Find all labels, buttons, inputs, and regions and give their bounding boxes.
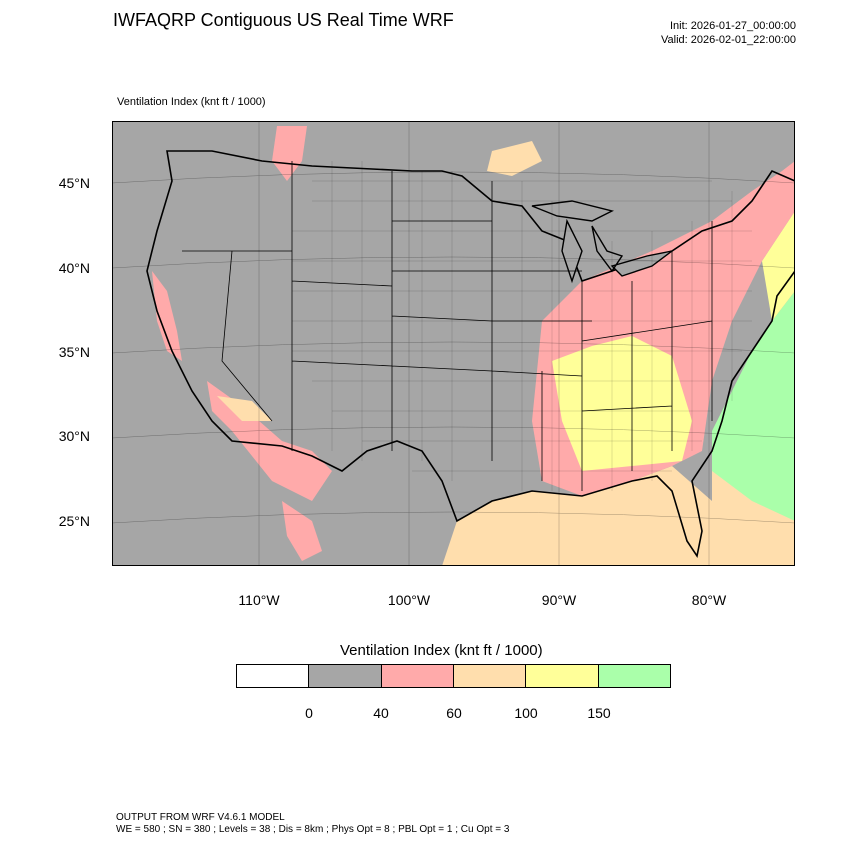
- lat-label-45: 45°N: [58, 175, 90, 191]
- lat-label-25: 25°N: [58, 513, 90, 529]
- legend-tick: 100: [514, 705, 538, 721]
- chart-title: IWFAQRP Contiguous US Real Time WRF: [113, 10, 454, 30]
- lon-label-80: 80°W: [691, 592, 727, 608]
- southeast-yellow-region: [552, 336, 692, 471]
- graticule: [112, 121, 795, 566]
- init-time: Init: 2026-01-27_00:00:00: [670, 20, 796, 32]
- us-outline: [146, 150, 795, 559]
- footer-run-config: WE = 580 ; SN = 380 ; Levels = 38 ; Dis …: [116, 824, 510, 835]
- southwest-pink-patch: [282, 501, 322, 561]
- lat-label-40: 40°N: [58, 260, 90, 276]
- lon-label-110: 110°W: [238, 592, 280, 608]
- legend-swatch: [381, 665, 454, 687]
- county-mesh: [292, 161, 752, 491]
- northwest-pink-patch: [272, 126, 307, 181]
- field-label: Ventilation Index (knt ft / 1000): [117, 96, 266, 108]
- lon-label-90: 90°W: [541, 592, 577, 608]
- gulf-tan-region: [442, 466, 752, 566]
- legend-tick: 150: [587, 705, 611, 721]
- legend-title: Ventilation Index (knt ft / 1000): [340, 642, 543, 659]
- legend-swatch: [598, 665, 670, 687]
- california-pink-patch: [152, 271, 182, 361]
- legend-colorbar: [236, 664, 671, 688]
- legend-swatch: [309, 665, 382, 687]
- footer-model-info: OUTPUT FROM WRF V4.6.1 MODEL: [116, 812, 285, 823]
- atlantic-yellow-region: [762, 211, 795, 321]
- legend-tick: 40: [373, 705, 389, 721]
- legend-tick: 0: [305, 705, 313, 721]
- lat-label-30: 30°N: [58, 428, 90, 444]
- lon-label-100: 100°W: [387, 592, 431, 608]
- map-border: [112, 121, 795, 566]
- atlantic-green-region: [712, 291, 795, 521]
- map-panel: [112, 121, 795, 566]
- valid-time: Valid: 2026-02-01_22:00:00: [661, 34, 796, 46]
- legend-swatch: [453, 665, 527, 687]
- west-yellow-patch: [217, 396, 272, 421]
- lat-label-35: 35°N: [58, 344, 90, 360]
- legend-swatch: [237, 665, 310, 687]
- legend-swatch: [526, 665, 599, 687]
- legend-tick: 60: [446, 705, 462, 721]
- north-yellow-patch: [487, 141, 542, 176]
